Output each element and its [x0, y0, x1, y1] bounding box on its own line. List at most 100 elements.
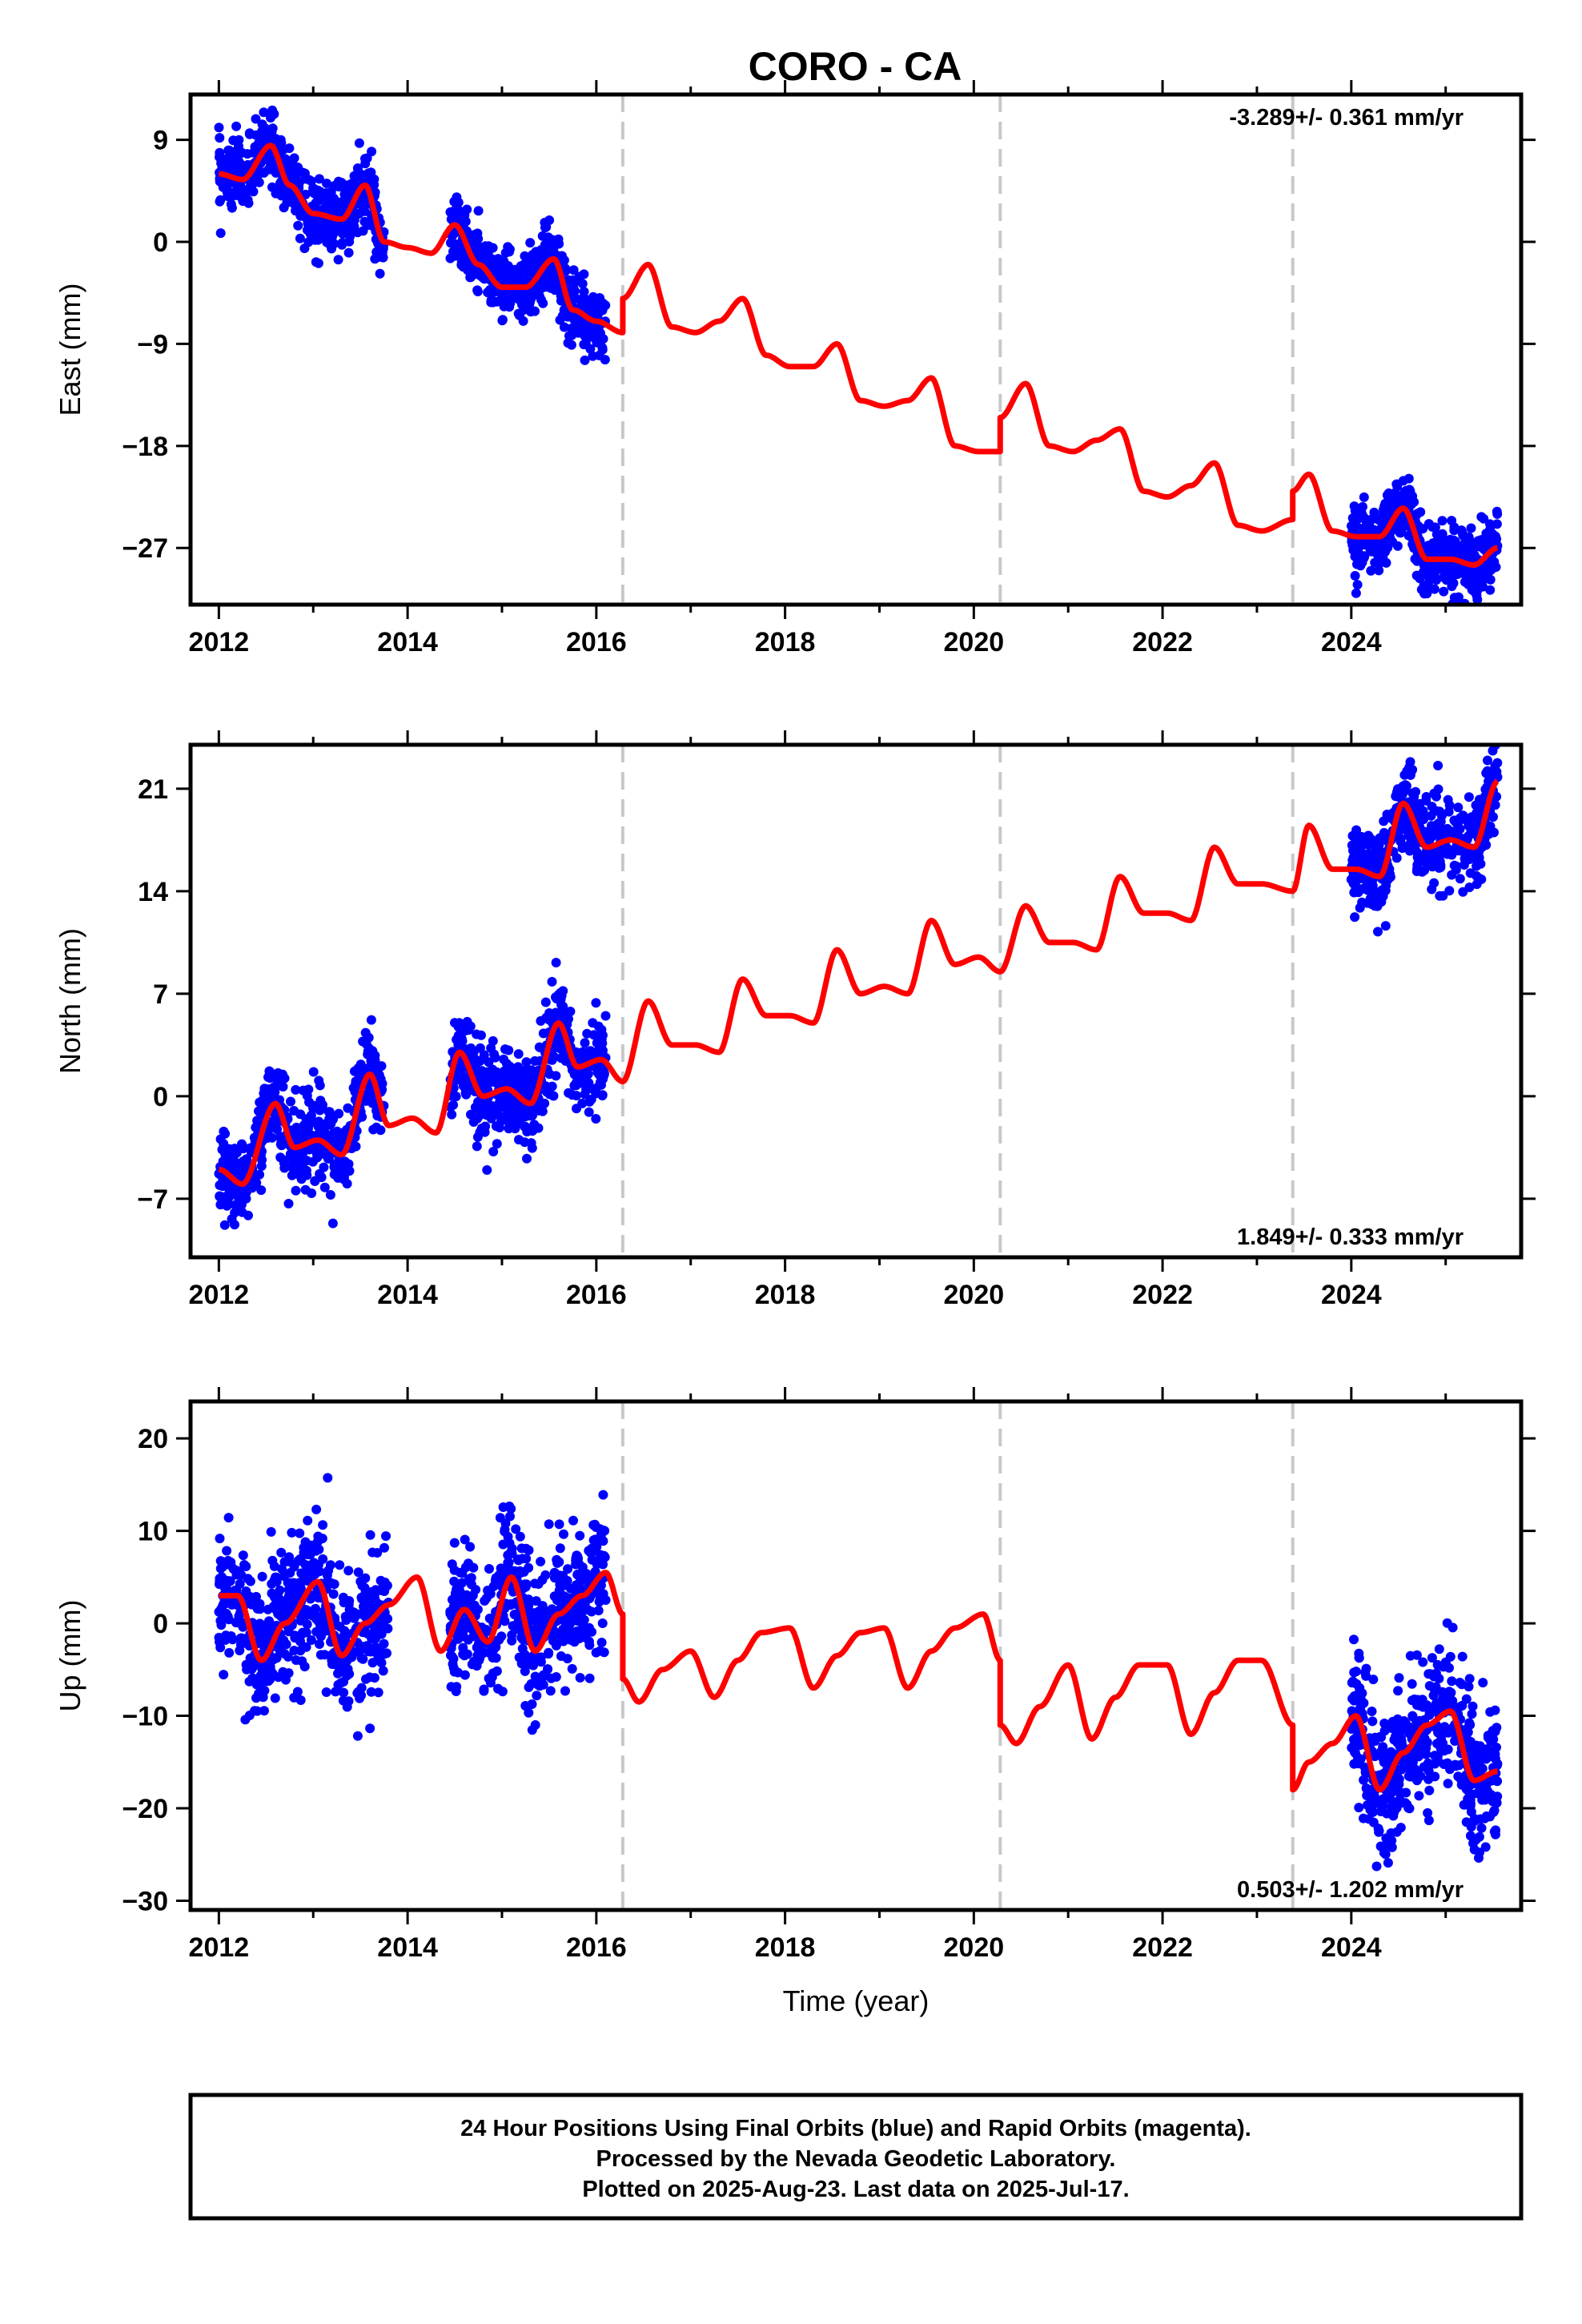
data-point: [1378, 1753, 1388, 1763]
y-tick-label: 0: [153, 1082, 168, 1112]
data-point: [267, 1118, 278, 1128]
y-tick-label: 7: [153, 979, 168, 1010]
data-point: [513, 1049, 524, 1059]
data-point: [479, 1686, 489, 1696]
data-point: [547, 1055, 557, 1065]
data-point: [1476, 579, 1487, 589]
data-point: [1375, 514, 1385, 525]
data-point: [237, 187, 247, 197]
data-point: [558, 1636, 568, 1647]
data-point: [358, 226, 368, 236]
data-point: [1480, 1842, 1491, 1852]
data-point: [1392, 541, 1403, 551]
data-point: [476, 1066, 487, 1076]
data-point: [472, 285, 483, 296]
data-point: [1351, 588, 1361, 598]
data-point: [1484, 557, 1494, 567]
data-point: [352, 169, 363, 179]
y-tick-label: −27: [122, 533, 168, 564]
data-point: [1361, 1663, 1371, 1674]
data-point: [364, 1672, 375, 1683]
data-point: [1427, 522, 1438, 532]
data-point: [338, 229, 348, 239]
data-point: [472, 1029, 482, 1039]
data-point: [295, 233, 305, 243]
data-point: [379, 1586, 390, 1596]
data-point: [584, 1673, 595, 1683]
data-point: [276, 1638, 287, 1648]
data-point: [456, 246, 466, 256]
data-point: [333, 1679, 343, 1690]
data-point: [1367, 525, 1377, 535]
x-tick-label: 2012: [189, 1280, 250, 1310]
data-point: [566, 340, 576, 350]
data-point: [588, 1030, 599, 1040]
data-point: [1476, 1823, 1487, 1833]
data-point: [373, 1687, 383, 1698]
data-point: [1350, 571, 1360, 581]
data-point: [321, 188, 331, 199]
data-point: [1438, 891, 1448, 901]
data-point: [1370, 901, 1380, 911]
data-point: [1375, 846, 1384, 855]
data-point: [1352, 580, 1363, 590]
data-point: [1387, 1785, 1397, 1795]
x-tick-label: 2020: [944, 627, 1005, 657]
data-point: [219, 1670, 229, 1680]
data-point: [219, 1139, 229, 1149]
data-point: [1429, 572, 1439, 582]
data-point: [238, 1550, 248, 1561]
data-point: [568, 324, 579, 334]
data-point: [1460, 535, 1471, 545]
data-point: [591, 1088, 601, 1099]
data-point: [548, 278, 558, 288]
data-point: [306, 1114, 316, 1124]
data-point: [539, 275, 549, 286]
data-point: [600, 1011, 611, 1021]
data-point: [295, 1634, 305, 1644]
data-point: [473, 206, 484, 216]
data-point: [559, 1529, 568, 1539]
data-point: [1483, 1731, 1493, 1741]
data-point: [1394, 1673, 1404, 1683]
data-point: [321, 1626, 331, 1636]
data-point: [1471, 800, 1481, 810]
data-point: [514, 1135, 524, 1145]
y-tick-label: 0: [153, 227, 168, 258]
y-tick-label: 21: [138, 774, 168, 805]
data-point: [530, 1671, 540, 1682]
model-line: [217, 143, 1500, 568]
data-point: [344, 1596, 355, 1606]
data-point: [1363, 830, 1374, 841]
data-point: [595, 293, 604, 303]
data-point: [456, 212, 466, 222]
data-point: [243, 198, 254, 208]
data-point: [236, 1570, 247, 1580]
data-point: [568, 265, 579, 275]
data-point: [314, 174, 324, 184]
data-point: [269, 109, 279, 119]
data-point: [360, 1027, 371, 1038]
data-point: [1449, 561, 1460, 572]
data-point: [537, 1574, 548, 1585]
data-point: [460, 1670, 470, 1680]
data-point: [496, 1631, 507, 1642]
data-point: [515, 310, 525, 320]
data-point: [323, 1153, 334, 1164]
data-point: [500, 1044, 510, 1055]
data-point: [579, 340, 589, 350]
data-point: [1431, 791, 1441, 802]
data-point: [454, 1018, 464, 1028]
data-point: [1481, 768, 1492, 778]
data-point: [1403, 473, 1414, 484]
y-tick-label: −9: [137, 329, 168, 360]
data-point: [251, 114, 261, 124]
data-point: [472, 1604, 483, 1614]
data-point: [593, 1021, 604, 1031]
data-point: [1391, 853, 1402, 863]
data-point: [495, 1513, 505, 1523]
data-point: [283, 1590, 294, 1601]
data-point: [577, 1622, 588, 1632]
panel-east: 2012 2014 2016 2018 2020 2022 202490−9−18−27Ea…: [54, 80, 1536, 657]
data-point: [215, 1534, 225, 1544]
